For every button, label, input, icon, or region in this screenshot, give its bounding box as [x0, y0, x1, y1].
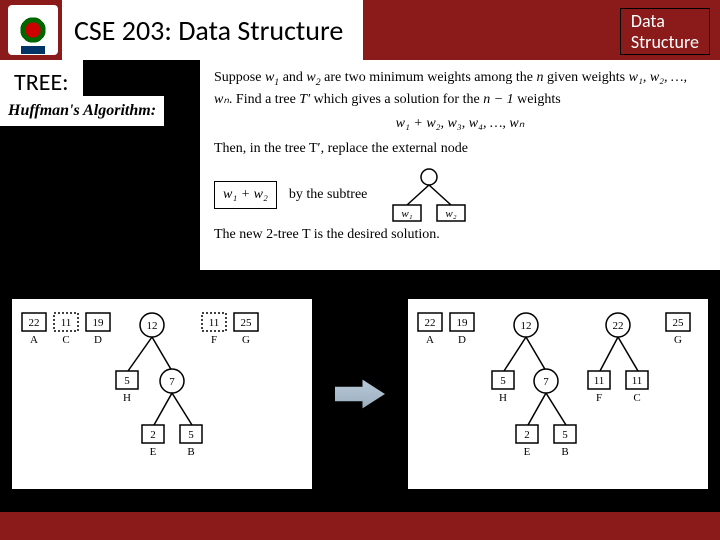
svg-text:7: 7	[544, 376, 550, 388]
leaf-D: 19 D	[86, 313, 110, 346]
left-forest-panel: 22 A 11 C 19 D 11 F 25 G 12 5 H 7 2 E 5 B	[12, 299, 312, 489]
svg-text:11: 11	[632, 375, 643, 387]
topic-badge: Data Structure	[620, 8, 710, 55]
subtree-replacement-line: w₁ + w₂ by the subtree w₁ w₂	[214, 165, 706, 225]
then-line: Then, in the tree T′, replace the extern…	[214, 139, 706, 159]
text-fragment: Suppose	[214, 70, 265, 85]
node-2E: 2	[150, 429, 156, 441]
svg-text:B: B	[187, 446, 194, 458]
node-5H: 5	[124, 375, 130, 387]
subtree-w2: w₂	[446, 208, 457, 220]
svg-text:C: C	[62, 334, 69, 346]
desc-para1: Suppose w1 and w2 are two minimum weight…	[214, 68, 706, 110]
svg-text:5: 5	[501, 375, 507, 387]
svg-text:F: F	[596, 392, 602, 404]
node-7: 7	[169, 376, 175, 388]
by-subtree-text: by the subtree	[289, 185, 368, 205]
subtree-icon: w₁ w₂	[379, 165, 479, 225]
svg-text:D: D	[458, 334, 466, 346]
svg-text:25: 25	[673, 317, 685, 329]
subtree-w1: w₁	[402, 208, 413, 220]
course-title: CSE 203: Data Structure	[62, 0, 363, 60]
svg-text:H: H	[499, 392, 507, 404]
formula-line: w₁ + w₂, w₃, w₄, …, wₙ	[214, 114, 706, 134]
var-w2: w2	[306, 70, 320, 85]
svg-text:11: 11	[60, 317, 71, 329]
leaf-A-r: 22 A	[418, 313, 442, 346]
svg-text:2: 2	[525, 429, 531, 441]
var-tprime: T′	[299, 92, 310, 107]
text-fragment: are two minimum weights among the	[321, 70, 537, 85]
leaf-A: 22 A	[22, 313, 46, 346]
svg-text:25: 25	[240, 317, 252, 329]
svg-text:F: F	[211, 334, 217, 346]
node-22new: 22	[613, 320, 624, 332]
svg-text:19: 19	[92, 317, 104, 329]
boxed-sum: w₁ + w₂	[214, 181, 277, 209]
node-5B: 5	[188, 429, 194, 441]
leaf-F: 11 F	[202, 313, 226, 346]
text-fragment: . Find a tree	[229, 92, 299, 107]
badge-line1: Data	[631, 10, 665, 32]
leaf-C: 11 C	[54, 313, 78, 346]
var-w1: w1	[265, 70, 279, 85]
svg-text:11: 11	[208, 317, 219, 329]
svg-text:11: 11	[594, 375, 605, 387]
svg-text:22: 22	[28, 317, 39, 329]
svg-text:B: B	[562, 446, 569, 458]
svg-text:A: A	[426, 334, 434, 346]
slide-header: CSE 203: Data Structure Data Structure	[0, 0, 720, 60]
text-fragment: weights	[514, 92, 561, 107]
svg-text:E: E	[524, 446, 531, 458]
svg-text:D: D	[94, 334, 102, 346]
algorithm-description: Suppose w1 and w2 are two minimum weight…	[200, 60, 720, 270]
text-fragment: which gives a solution for the	[310, 92, 483, 107]
svg-text:H: H	[123, 392, 131, 404]
svg-text:G: G	[242, 334, 250, 346]
leaf-G: 25 G	[234, 313, 258, 346]
node-12: 12	[146, 320, 157, 332]
svg-text:22: 22	[425, 317, 436, 329]
right-forest-svg: 22 A 19 D 25 G 12 5 H 7 2 E 5 B 22 11 F 11 C	[408, 299, 708, 489]
svg-text:19: 19	[457, 317, 469, 329]
university-logo	[8, 5, 58, 55]
slide-footer-bar	[0, 512, 720, 540]
node-12-r: 12	[521, 320, 532, 332]
svg-text:E: E	[149, 446, 156, 458]
text-fragment: and	[279, 70, 306, 85]
left-forest-svg: 22 A 11 C 19 D 11 F 25 G 12 5 H 7 2 E 5 B	[12, 299, 312, 489]
text-fragment: given weights	[543, 70, 628, 85]
svg-text:5: 5	[563, 429, 569, 441]
logo-emblem-icon	[15, 12, 51, 48]
arrow-icon	[335, 376, 385, 412]
huffman-example-row: 22A 11C 19D 11F 25G 12 5H 7 2E 5B 22A 19…	[0, 288, 720, 500]
badge-line2: Structure	[631, 31, 699, 53]
svg-text:G: G	[674, 334, 682, 346]
algorithm-heading: Huffman's Algorithm:	[0, 96, 164, 126]
svg-text:C: C	[634, 392, 641, 404]
leaf-D-r: 19 D	[450, 313, 474, 346]
leaf-G-r: 25 G	[666, 313, 690, 346]
svg-text:A: A	[30, 334, 38, 346]
right-forest-panel: 22 A 19 D 25 G 12 5 H 7 2 E 5 B 22 11 F 11 C	[408, 299, 708, 489]
var-nminus1: n − 1	[483, 92, 513, 107]
final-line: The new 2-tree T is the desired solution…	[214, 225, 706, 245]
